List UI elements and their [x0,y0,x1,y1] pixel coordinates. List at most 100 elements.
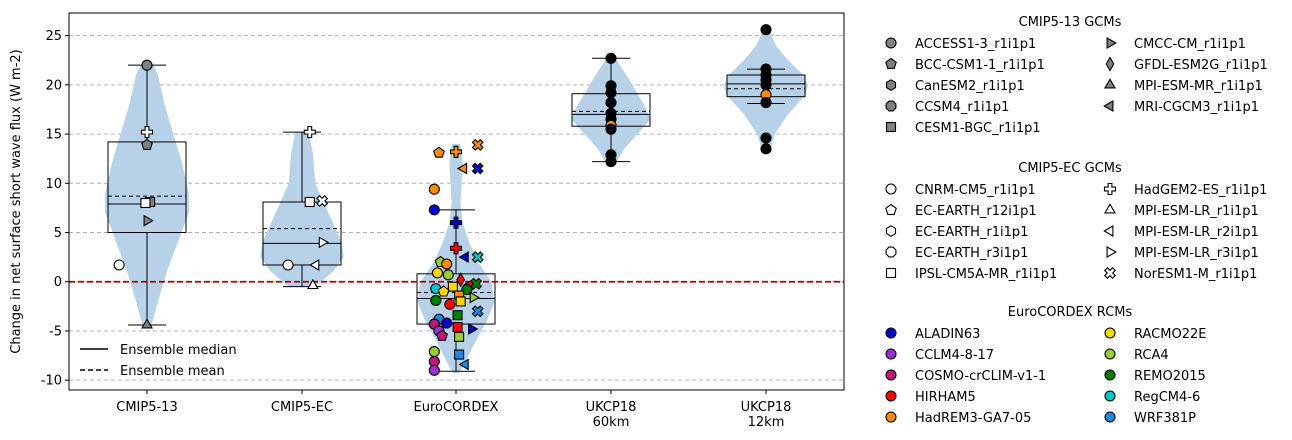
data-point [113,259,125,271]
data-point [760,97,772,109]
x-shape [471,138,484,151]
data-point [141,318,153,329]
data-point [141,59,153,71]
y-tick-label: 5 [54,226,62,241]
data-point [140,197,151,209]
legend-item-label: RCA4 [1134,348,1169,363]
data-point [454,331,465,342]
legend-item-label: EC-EARTH_r12i1p1 [915,204,1037,219]
y-tick-label: 25 [45,29,62,44]
data-point [316,194,329,208]
legend-marker [885,267,897,279]
legend-marker [885,79,897,91]
legend-item-label: BCC-CSM1-1_r1i1p1 [915,58,1045,73]
data-point [605,97,617,109]
legend-marker [1106,37,1117,49]
data-point [428,183,440,195]
legend-marker [1104,369,1116,381]
legend-item-label: RACMO22E [1134,327,1206,342]
legend-item-label: IPSL-CM5A-MR_r1i1p1 [915,267,1057,282]
data-point [449,216,463,229]
data-point [760,143,772,155]
data-point [469,291,480,304]
data-point [452,310,463,321]
legend-marker [885,327,897,339]
data-point [449,145,463,158]
legend-item-label: WRF381P [1134,411,1196,426]
legend-item-label: COSMO-crCLIM-v1-1 [915,369,1046,384]
x-tick-label: CMIP5-EC [271,400,333,415]
x-shape [471,305,484,318]
violin [260,132,344,287]
data-point [454,349,465,360]
legend-section-title: CMIP5-13 GCMs [1019,15,1122,30]
legend-item-label: ACCESS1-3_r1i1p1 [915,37,1036,52]
x-tick-label: 60km [593,415,630,430]
data-point [471,251,484,264]
legend-item-label: HadGEM2-ES_r1i1p1 [1134,183,1267,198]
legend-marker [1104,327,1116,339]
data-point [471,138,484,151]
legend-item-label: MPI-ESM-LR_r2i1p1 [1134,225,1259,240]
data-point [306,278,319,290]
data-point [428,346,440,358]
legend-marker [885,225,897,237]
x-tick-label: 12km [748,415,785,430]
legend-marker [885,37,897,49]
legend-item-label: CCLM4-8-17 [915,348,994,363]
data-point [318,236,330,249]
legend-item-label: CNRM-CM5_r1i1p1 [915,183,1036,198]
x-shape [1103,266,1117,280]
x-shape [471,251,484,264]
data-point [471,305,484,318]
legend-marker [1104,348,1116,360]
data-point [458,358,469,371]
data-point [468,323,479,335]
data-point [442,269,454,281]
legend-item-label: RegCM4-6 [1134,390,1200,405]
data-point [449,242,463,255]
violin [105,65,189,325]
data-point [760,132,772,144]
legend-item-label: NorESM1-M_r1i1p1 [1134,267,1257,282]
data-point [140,126,154,139]
legend-item-label: REMO2015 [1134,369,1206,384]
legend-marker [1106,246,1117,258]
data-point [431,267,443,279]
legend-item-label: CCSM4_r1i1p1 [915,100,1009,115]
legend-item-label: CMCC-CM_r1i1p1 [1134,37,1246,52]
data-point [461,284,473,296]
legend-item-label: HadREM3-GA7-05 [915,411,1031,426]
data-point [470,277,483,290]
y-tick-label: -10 [41,374,62,389]
legend-marker [885,121,897,133]
legend-marker [885,183,897,195]
legend-marker [1103,100,1114,112]
x-tick-label: EuroCORDEX [414,400,499,415]
legend-marker [885,348,897,360]
data-point [605,87,617,99]
data-point [447,281,458,292]
data-point [444,298,456,310]
y-tick-label: 0 [54,275,62,290]
data-point [143,214,154,227]
legend-item-label: HIRHAM5 [915,390,976,405]
data-point [303,126,316,139]
x-shape [471,162,484,175]
legend-marker [1104,390,1116,402]
legend-section-title: CMIP5-EC GCMs [1018,161,1122,176]
data-point [428,204,440,216]
x-tick-label: UKCP18 [741,400,792,415]
data-point [456,162,468,175]
x-tick-label: UKCP18 [586,400,637,415]
legend-marker [885,411,897,423]
data-point [309,259,320,271]
y-tick-label: 20 [45,78,62,93]
data-point [428,364,440,376]
data-point [452,321,463,333]
legend-marker [1104,78,1116,89]
data-point [436,329,448,341]
data-point [441,258,453,270]
box [262,201,342,266]
legend-item-label: ALADIN63 [915,327,980,342]
